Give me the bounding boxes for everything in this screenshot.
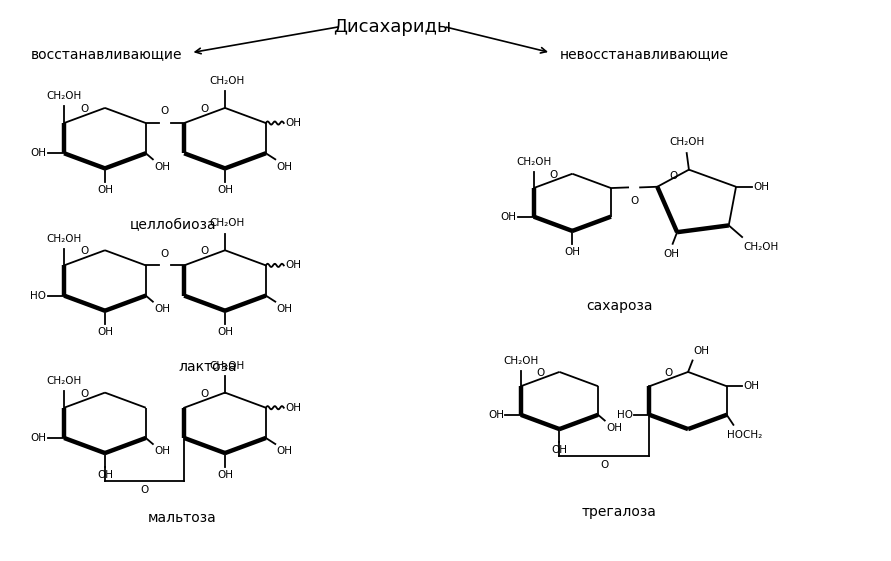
Text: OH: OH [488, 410, 504, 420]
Text: CH₂OH: CH₂OH [46, 233, 82, 243]
Text: O: O [549, 169, 557, 180]
Text: OH: OH [154, 447, 170, 457]
Text: HOCH₂: HOCH₂ [727, 430, 762, 440]
Text: O: O [80, 104, 88, 114]
Text: OH: OH [606, 423, 622, 433]
Text: OH: OH [286, 260, 302, 270]
Text: O: O [665, 368, 673, 378]
Text: O: O [669, 171, 677, 181]
Text: OH: OH [744, 381, 760, 391]
Text: сахароза: сахароза [586, 298, 653, 312]
Text: OH: OH [286, 118, 302, 128]
Text: OH: OH [217, 328, 233, 337]
Text: OH: OH [217, 185, 233, 195]
Text: OH: OH [552, 445, 568, 455]
Text: OH: OH [693, 346, 709, 356]
Text: OH: OH [30, 433, 46, 443]
Text: невосстанавливающие: невосстанавливающие [560, 48, 729, 61]
Text: HO: HO [617, 410, 633, 420]
Text: OH: OH [154, 162, 170, 172]
Text: OH: OH [277, 304, 293, 314]
Text: OH: OH [664, 249, 680, 259]
Text: CH₂OH: CH₂OH [209, 361, 245, 371]
Text: O: O [200, 104, 208, 114]
Text: O: O [200, 246, 208, 256]
Text: O: O [141, 485, 149, 495]
Text: OH: OH [97, 470, 113, 480]
Text: OH: OH [217, 470, 233, 480]
Text: O: O [161, 249, 169, 259]
Text: CH₂OH: CH₂OH [209, 218, 245, 228]
Text: OH: OH [501, 211, 517, 222]
Text: O: O [536, 368, 544, 378]
Text: OH: OH [286, 403, 302, 413]
Text: OH: OH [564, 247, 580, 256]
Text: HO: HO [30, 291, 46, 301]
Text: OH: OH [753, 182, 769, 192]
Text: мальтоза: мальтоза [148, 511, 217, 525]
Text: целлобиоза: целлобиоза [130, 218, 217, 232]
Text: O: O [161, 107, 169, 116]
Text: трегалоза: трегалоза [582, 505, 657, 519]
Text: OH: OH [277, 162, 293, 172]
Text: O: O [80, 389, 88, 398]
Text: CH₂OH: CH₂OH [743, 242, 779, 252]
Text: CH₂OH: CH₂OH [516, 158, 552, 168]
Text: лактоза: лактоза [178, 360, 237, 374]
Text: OH: OH [97, 328, 113, 337]
Text: восстанавливающие: восстанавливающие [30, 48, 182, 61]
Text: OH: OH [97, 185, 113, 195]
Text: O: O [630, 196, 638, 206]
Text: OH: OH [30, 148, 46, 158]
Text: CH₂OH: CH₂OH [669, 137, 704, 147]
Text: OH: OH [277, 447, 293, 457]
Text: O: O [200, 389, 208, 398]
Text: CH₂OH: CH₂OH [46, 91, 82, 102]
Text: OH: OH [154, 304, 170, 314]
Text: CH₂OH: CH₂OH [209, 76, 245, 86]
Text: Дисахариды: Дисахариды [333, 17, 452, 35]
Text: O: O [80, 246, 88, 256]
Text: CH₂OH: CH₂OH [503, 356, 538, 366]
Text: O: O [601, 461, 609, 470]
Text: CH₂OH: CH₂OH [46, 376, 82, 386]
